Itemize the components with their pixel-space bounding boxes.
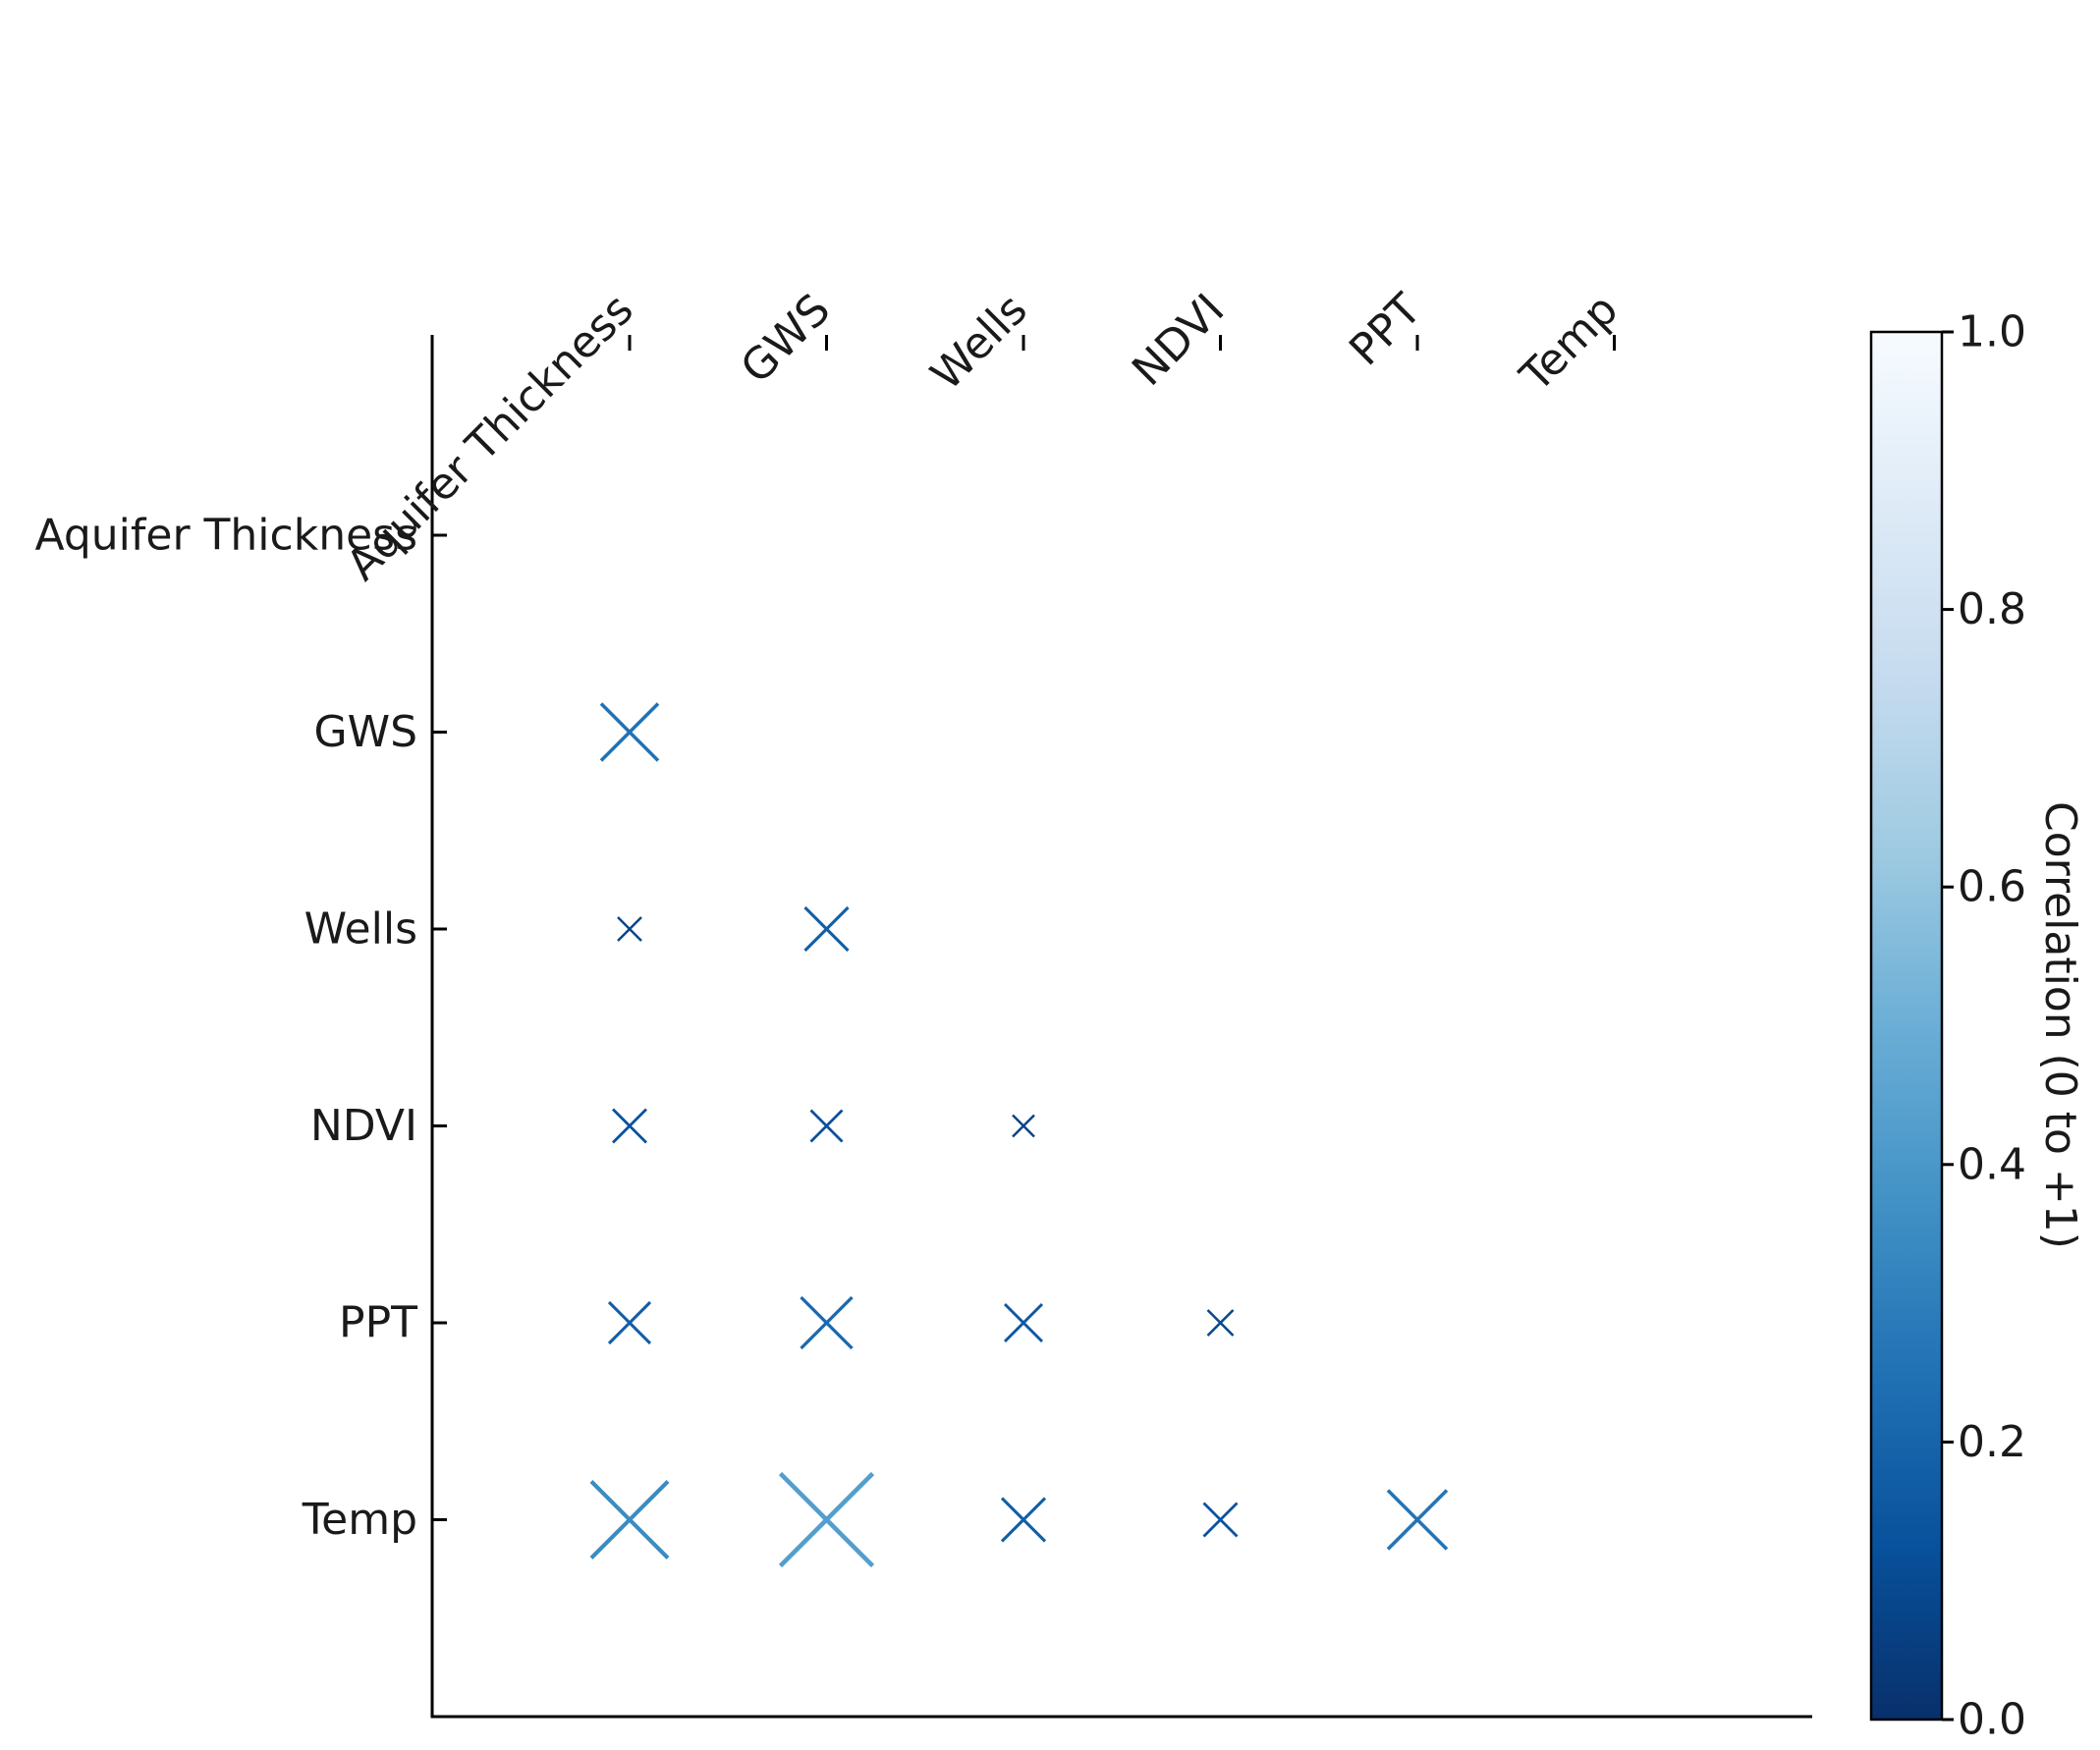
marker-ppt-aquifer-thickness — [607, 1300, 652, 1345]
y-tick-label-gws: GWS — [313, 707, 417, 757]
marker-ndvi-aquifer-thickness — [612, 1108, 647, 1144]
colorbar-ticks: 0.0 0.2 0.4 0.6 0.8 1.0 — [1942, 307, 2026, 1745]
x-tick-label-temp: Temp — [1511, 285, 1629, 403]
x-axis-ticks: Aquifer Thickness GWS Wells NDVI PPT Temp — [337, 285, 1628, 591]
x-tick-label-wells: Wells — [921, 285, 1037, 401]
marker-ppt-gws — [800, 1295, 854, 1350]
y-tick-label-temp: Temp — [302, 1495, 417, 1545]
marker-ndvi-gws — [809, 1109, 844, 1143]
marker-temp-aquifer-thickness — [589, 1480, 670, 1559]
colorbar-tick-label-0-0: 0.0 — [1958, 1695, 2026, 1745]
colorbar-tick-label-1-0: 1.0 — [1958, 307, 2026, 357]
x-tick-label-ppt: PPT — [1340, 285, 1431, 376]
marker-ppt-wells — [1003, 1302, 1044, 1343]
colorbar-gradient — [1869, 330, 1944, 1722]
marker-wells-aquifer-thickness — [617, 916, 642, 942]
marker-temp-ndvi — [1202, 1502, 1239, 1538]
y-tick-label-wells: Wells — [304, 904, 417, 955]
marker-gws-aquifer-thickness — [599, 702, 660, 762]
plot-axes — [430, 335, 1812, 1719]
marker-temp-ppt — [1386, 1489, 1449, 1551]
colorbar-tick-label-0-4: 0.4 — [1958, 1139, 2026, 1189]
marker-ppt-ndvi — [1206, 1309, 1235, 1337]
axis-spine — [430, 335, 1812, 1719]
colorbar-label: Correlation (0 to +1) — [2035, 801, 2085, 1249]
marker-temp-gws — [778, 1471, 875, 1568]
y-tick-label-ppt: PPT — [339, 1298, 417, 1348]
correlation-markers — [589, 702, 1449, 1568]
y-tick-label-aquifer-thickness: Aquifer Thickness — [35, 511, 417, 561]
marker-temp-wells — [1000, 1497, 1047, 1543]
colorbar-tick-label-0-8: 0.8 — [1958, 584, 2026, 634]
y-axis-ticks: Aquifer Thickness GWS Wells NDVI PPT Temp — [35, 511, 447, 1545]
y-tick-label-ndvi: NDVI — [310, 1101, 417, 1151]
colorbar-tick-label-0-2: 0.2 — [1958, 1417, 2026, 1467]
colorbar: 0.0 0.2 0.4 0.6 0.8 1.0 Correlation (0 to +1) — [1869, 307, 2085, 1745]
colorbar-tick-label-0-6: 0.6 — [1958, 862, 2026, 912]
marker-ndvi-wells — [1012, 1114, 1035, 1138]
marker-wells-gws — [803, 905, 850, 953]
x-tick-label-gws: GWS — [732, 285, 841, 394]
x-tick-label-ndvi: NDVI — [1123, 285, 1234, 396]
